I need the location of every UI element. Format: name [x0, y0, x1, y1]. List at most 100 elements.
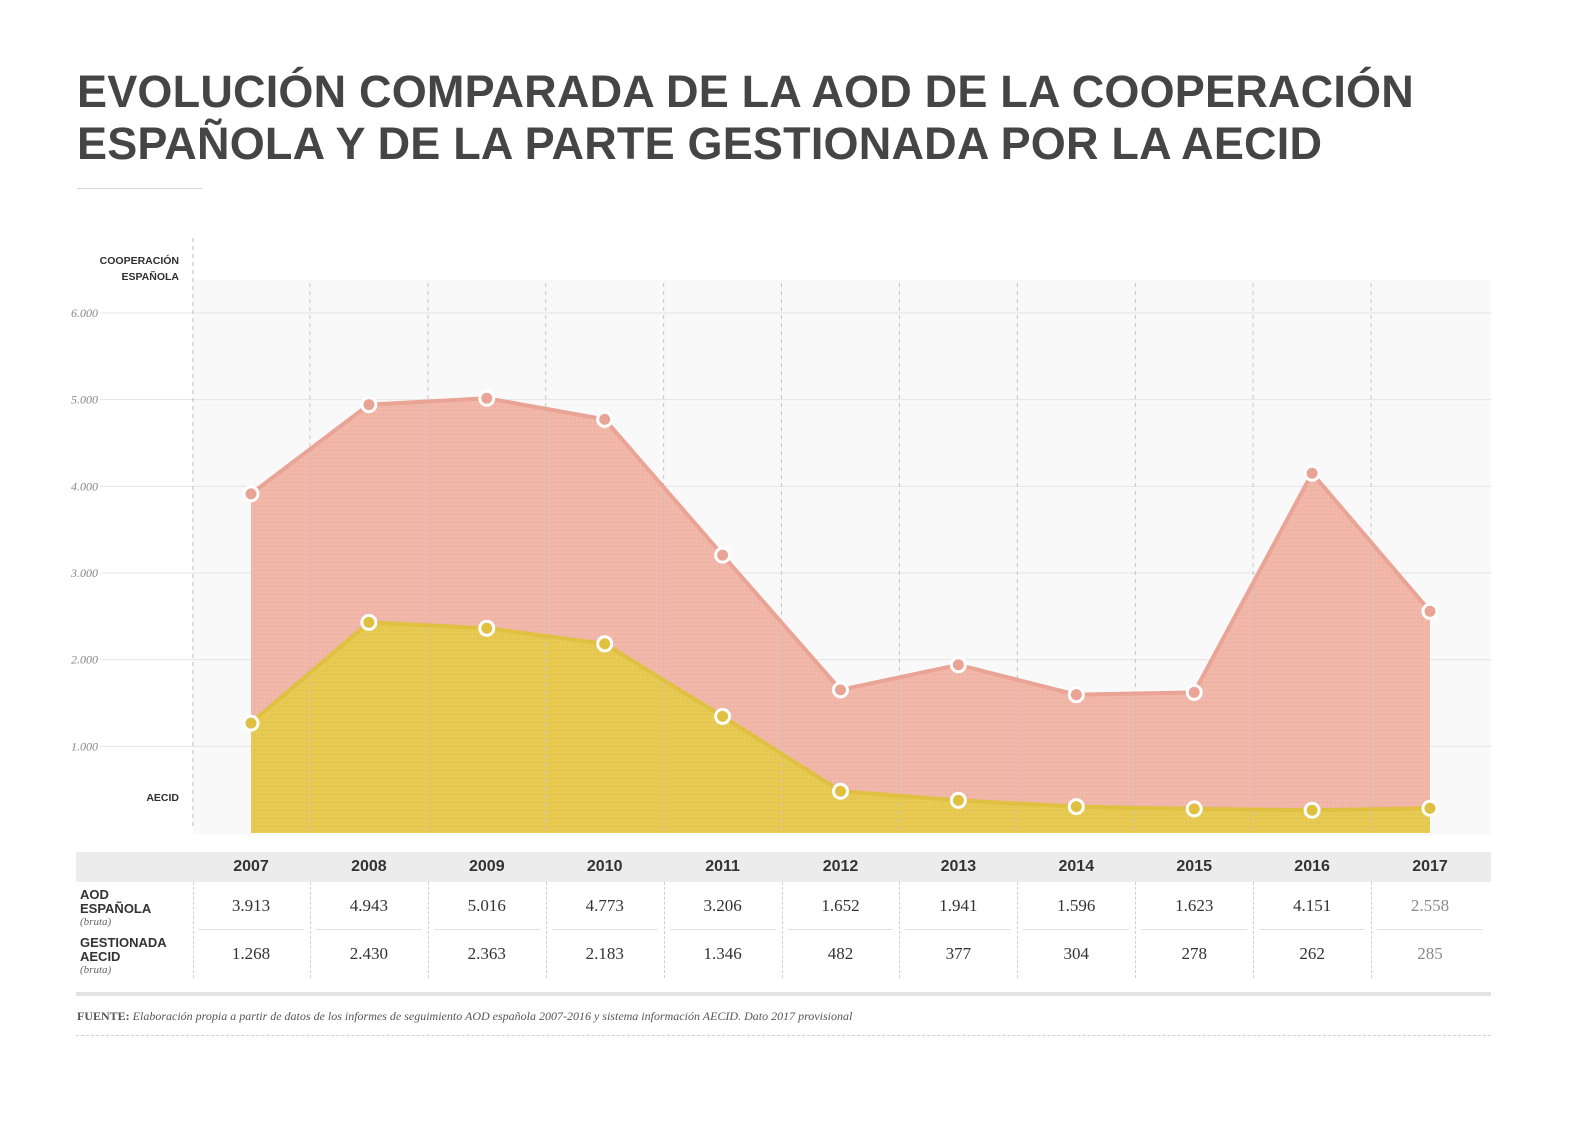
data-point-series-1-2013: [949, 791, 967, 809]
data-point-series-1-2017: [1421, 799, 1439, 817]
table-column-separator: [663, 882, 665, 978]
table-row-aod-espanola: AOD ESPAÑOLA (bruta) 3.913 4.943 5.016 4.77…: [76, 882, 1491, 930]
year-header-2013: 2013: [940, 858, 977, 875]
data-point-series-0-2007: [242, 485, 260, 503]
row-separator: [551, 929, 658, 930]
year-header-2014: 2014: [1058, 858, 1095, 875]
table-cell: 4.773: [585, 896, 624, 915]
data-table: 2007 2008 2009 2010 2011 2012 2013 2014 2015 2016…: [76, 852, 1491, 978]
table-cell: 3.206: [703, 896, 742, 915]
chart-title: EVOLUCIÓN COMPARADA DE LA AOD DE LA COOP…: [77, 66, 1527, 170]
table-cell: 482: [827, 944, 854, 963]
table-cell: 377: [945, 944, 972, 963]
series-label-cooperacion-line-2: ESPAÑOLA: [121, 270, 179, 283]
table-cell: 2.363: [467, 944, 506, 963]
table-cell: 4.151: [1292, 896, 1332, 915]
table-column-separator: [193, 882, 194, 978]
table-cell: 278: [1181, 944, 1207, 963]
table-cell: 304: [1063, 944, 1090, 963]
data-point-series-1-2010: [596, 635, 614, 653]
table-cell: 2.183: [585, 944, 624, 963]
data-point-series-0-2011: [714, 546, 732, 564]
table-cell: 1.596: [1057, 896, 1096, 915]
chart-title-line-2: ESPAÑOLA Y DE LA PARTE GESTIONADA POR LA…: [77, 118, 1323, 169]
source-rule: [76, 1035, 1491, 1036]
table-cell: 285: [1417, 944, 1443, 963]
table-column-separator: [545, 882, 547, 978]
table-cell: 1.268: [231, 944, 271, 963]
row-separator: [1141, 929, 1248, 930]
table-cell: 1.623: [1175, 896, 1214, 915]
table-column-separator: [781, 882, 783, 978]
chart-area: 1.000 2.000 3.000 4.000 5.000 6.000 COOPERACI…: [70, 238, 1491, 835]
data-point-series-0-2012: [832, 681, 849, 699]
table-row-gestionada-aecid: GESTIONADA AECID (bruta) 1.268 2.430 2.363…: [76, 930, 1491, 978]
table-cell: 5.016: [467, 896, 506, 915]
data-point-series-1-2009: [478, 619, 496, 637]
row-label-gestionada-aecid: GESTIONADA AECID (bruta): [80, 935, 167, 977]
row-label-sub: (bruta): [80, 916, 112, 928]
row-separator: [198, 929, 304, 930]
table-column-separator: [899, 882, 901, 978]
table-column-separator: [1135, 882, 1137, 978]
y-tick-label: 3.000: [70, 566, 98, 580]
table-column-separator: [1253, 882, 1255, 978]
data-point-series-1-2014: [1067, 798, 1085, 816]
row-separator: [669, 929, 776, 930]
data-point-series-1-2015: [1185, 800, 1203, 818]
y-tick-label: 6.000: [71, 306, 98, 320]
row-label-line-1: AOD: [80, 887, 109, 902]
row-separator: [433, 929, 540, 930]
row-separator: [1023, 929, 1130, 930]
table-column-separator: [1017, 882, 1019, 978]
row-separator: [787, 929, 894, 930]
data-point-series-0-2016: [1303, 464, 1321, 482]
table-cell: 3.913: [231, 896, 271, 915]
data-point-series-0-2010: [596, 410, 614, 428]
year-header-2017: 2017: [1412, 858, 1448, 875]
table-cell: 1.941: [939, 896, 978, 915]
chart-title-line-1: EVOLUCIÓN COMPARADA DE LA AOD DE LA COOP…: [77, 66, 1414, 117]
table-cell: 262: [1299, 944, 1325, 963]
data-point-series-1-2008: [360, 613, 378, 631]
series-label-cooperacion-line-1: COOPERACIÓN: [100, 254, 179, 267]
data-point-series-0-2015: [1185, 683, 1203, 701]
year-header-2012: 2012: [822, 858, 859, 875]
source-note: FUENTE: Elaboración propia a partir de d…: [77, 1009, 852, 1024]
table-cell: 1.346: [703, 944, 742, 963]
data-point-series-1-2007: [242, 714, 260, 732]
y-tick-label: 5.000: [71, 393, 98, 407]
data-point-series-0-2008: [360, 396, 378, 414]
year-header-2016: 2016: [1294, 858, 1330, 875]
row-label-sub: (bruta): [80, 964, 112, 976]
table-cell: 2.558: [1410, 896, 1450, 915]
table-cell: 2.430: [349, 944, 389, 963]
row-separator: [1259, 929, 1366, 930]
row-label-aod-espanola: AOD ESPAÑOLA (bruta): [80, 887, 152, 929]
source-text: Elaboración propia a partir de datos de …: [132, 1009, 853, 1023]
row-label-line-2: AECID: [80, 949, 121, 964]
row-separator: [1377, 929, 1483, 930]
table-column-separator: [427, 882, 429, 978]
year-header-2008: 2008: [351, 858, 387, 875]
row-separator: [315, 929, 422, 930]
table-cell: 4.943: [349, 896, 389, 915]
row-label-line-2: ESPAÑOLA: [80, 901, 152, 916]
table-column-separator: [309, 882, 311, 978]
data-point-series-0-2009: [478, 389, 496, 407]
data-point-series-0-2014: [1067, 686, 1085, 704]
y-tick-label: 2.000: [71, 653, 98, 667]
year-header-2010: 2010: [586, 858, 623, 875]
year-header-2009: 2009: [469, 858, 505, 875]
year-header-2011: 2011: [705, 858, 740, 875]
y-tick-label: 1.000: [71, 739, 98, 753]
title-underline: [77, 188, 202, 189]
year-header-2007: 2007: [233, 858, 269, 875]
data-point-series-0-2017: [1421, 602, 1439, 620]
source-label: FUENTE:: [77, 1009, 130, 1023]
row-label-line-1: GESTIONADA: [80, 935, 167, 950]
row-separator: [905, 929, 1012, 930]
series-label-aecid: AECID: [146, 792, 179, 804]
table-column-separator: [1371, 882, 1373, 978]
data-point-series-0-2013: [949, 656, 967, 674]
